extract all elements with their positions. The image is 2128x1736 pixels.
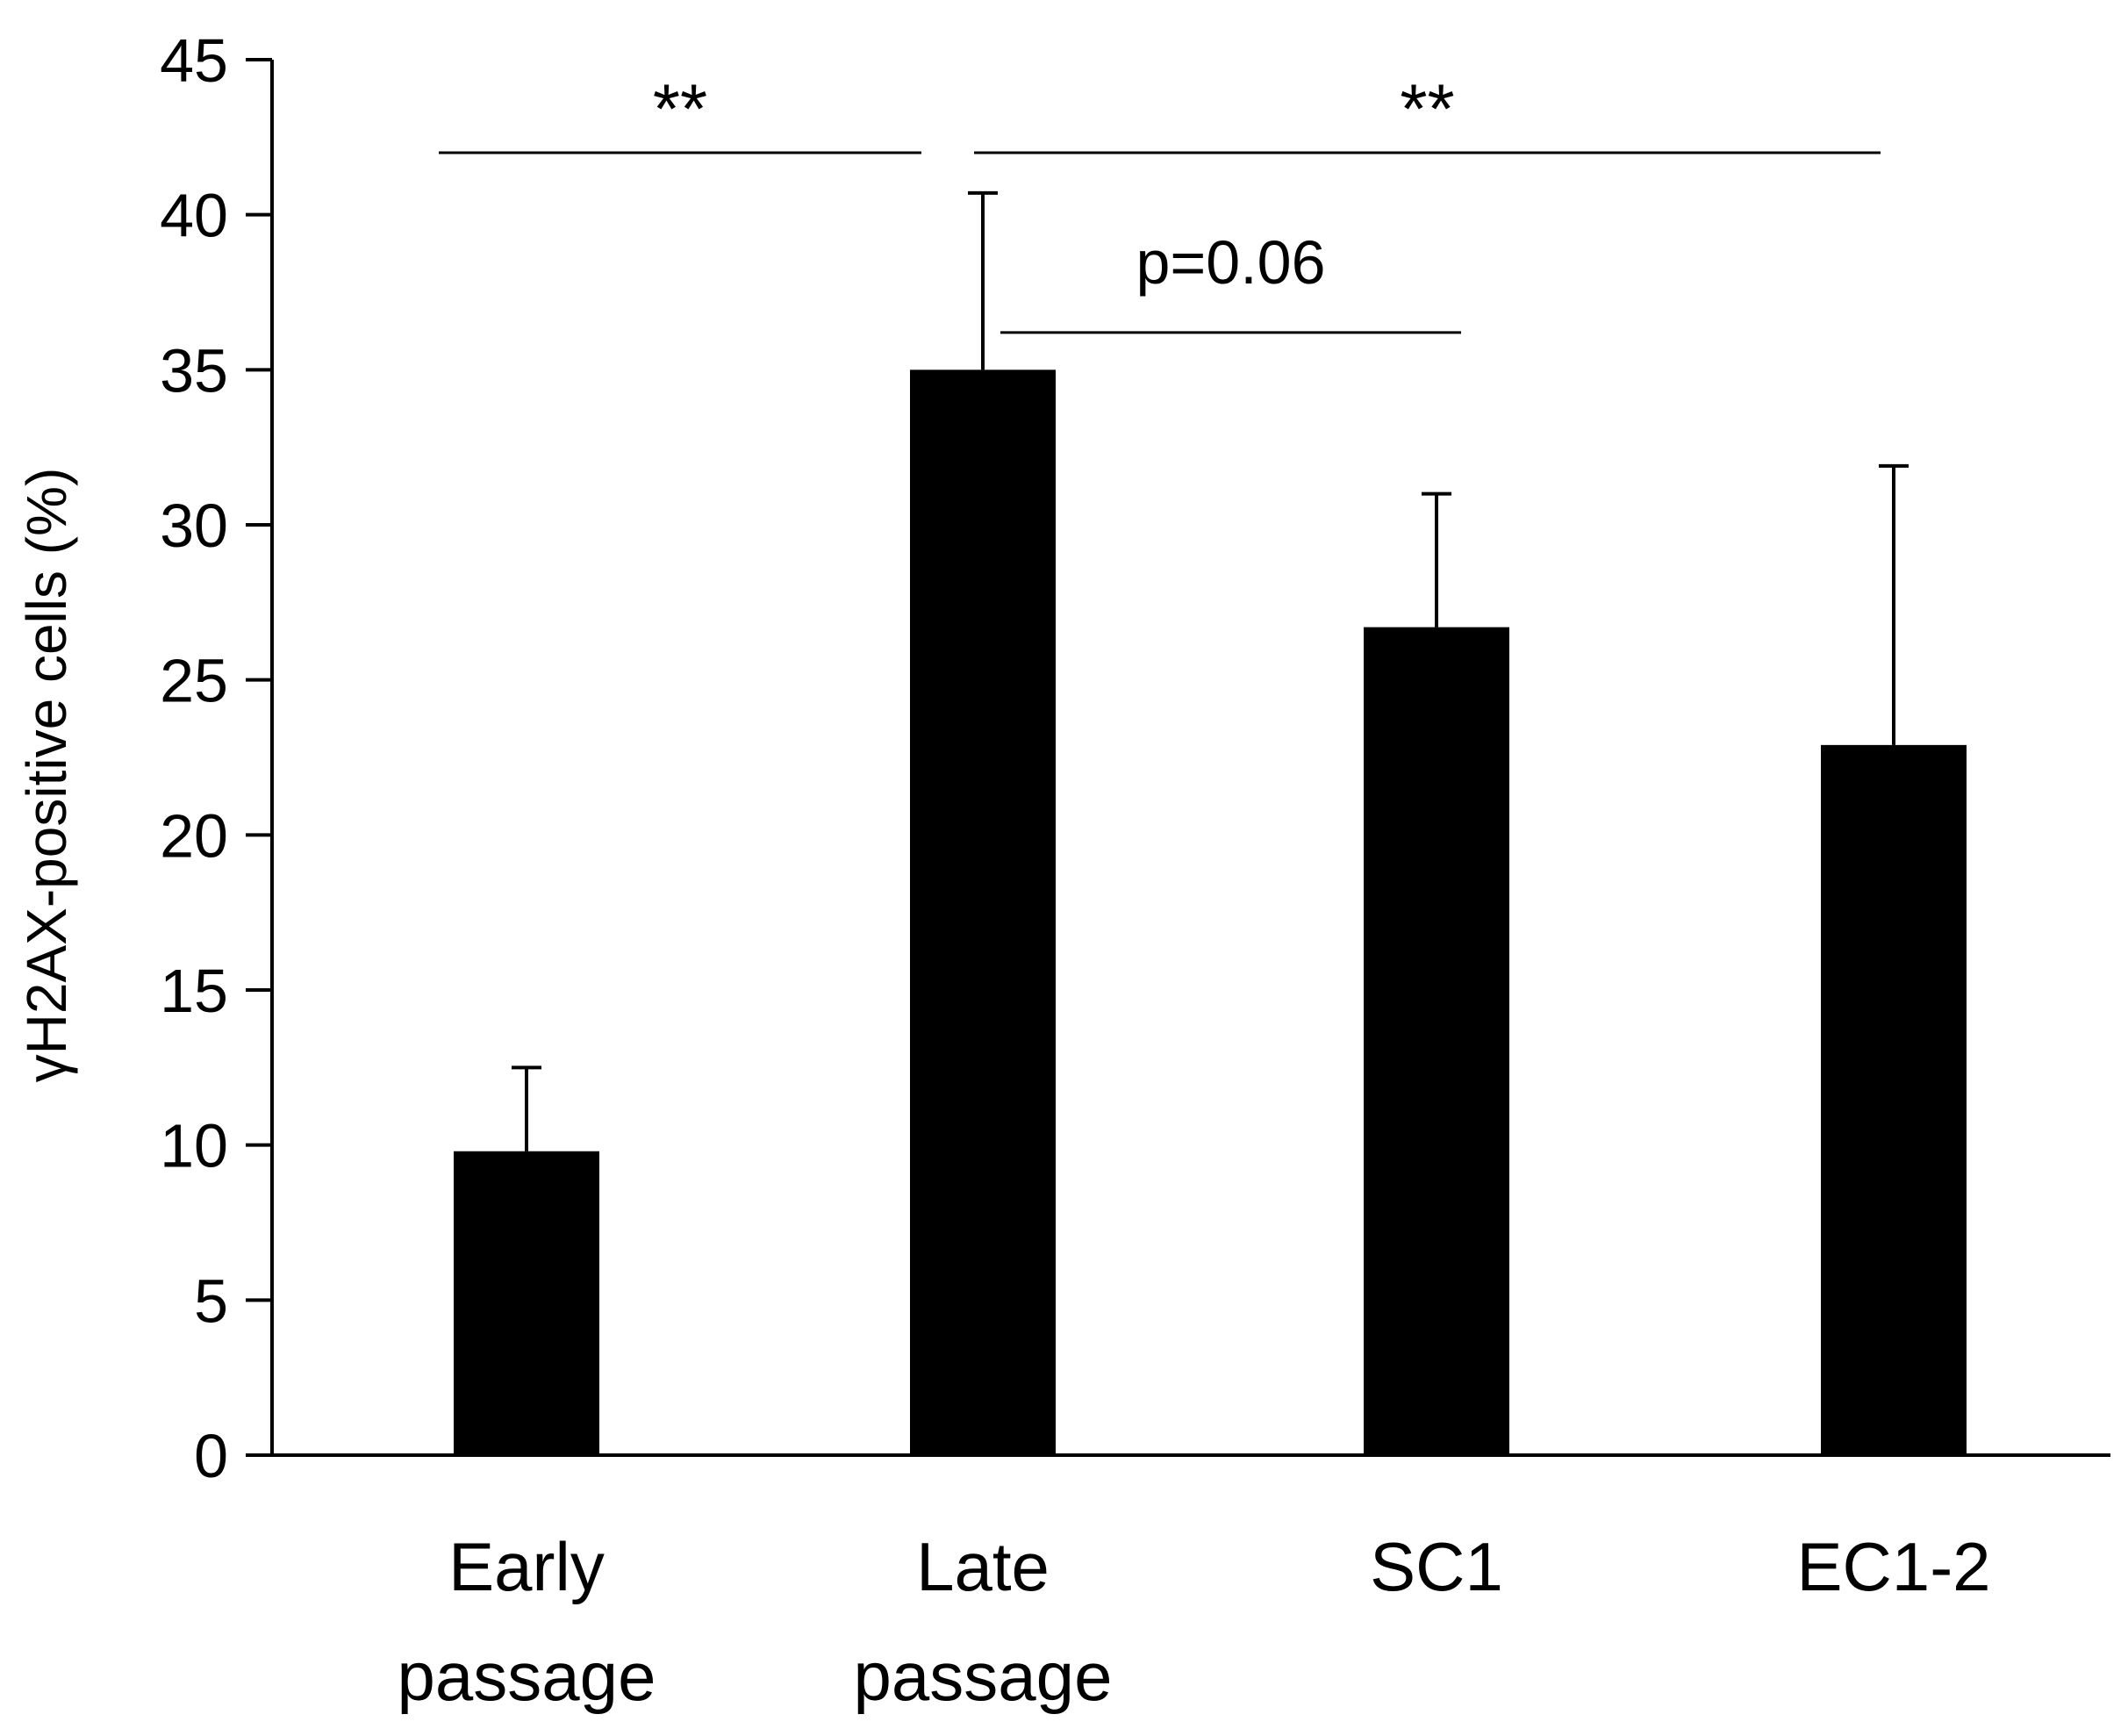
y-tick-label: 10: [160, 1112, 228, 1180]
x-tick-label-line2: passage: [398, 1638, 656, 1715]
y-tick-label: 40: [160, 182, 228, 250]
y-tick-label: 15: [160, 957, 228, 1025]
y-axis-title: γH2AX-positive cells (%): [15, 468, 78, 1083]
bar: [1821, 744, 1967, 1455]
y-tick-label: 20: [160, 801, 228, 870]
x-tick-label: SC1: [1370, 1528, 1503, 1605]
x-tick-label: Early: [448, 1528, 605, 1605]
y-tick-label: 45: [160, 26, 228, 95]
y-tick-label: 0: [194, 1422, 228, 1490]
error-bars-group: [512, 190, 1909, 1151]
y-tick-label: 35: [160, 336, 228, 405]
significance-label: p=0.06: [1136, 228, 1325, 297]
x-tick-label: Late: [916, 1528, 1050, 1605]
significance-label: **: [1400, 69, 1454, 147]
x-tick-label-line2: passage: [854, 1638, 1113, 1715]
y-tick-label: 30: [160, 491, 228, 560]
x-tick-label: EC1-2: [1796, 1528, 1990, 1605]
y-tick-label: 5: [194, 1266, 228, 1335]
significance-group: ** ** p=0.06: [439, 69, 1881, 334]
axes-group: 0 5 10 15 20 25 30 35 40 45 γH2AX-positive cells (…: [15, 26, 2110, 1490]
significance-label: **: [653, 69, 707, 147]
bar: [910, 369, 1056, 1455]
bars-group: [454, 369, 1967, 1455]
labels-group: Early passage Late passage SC1 EC1-2: [398, 1528, 1991, 1715]
bar: [454, 1151, 599, 1455]
y-tick-label: 25: [160, 647, 228, 715]
bar: [1364, 627, 1509, 1455]
